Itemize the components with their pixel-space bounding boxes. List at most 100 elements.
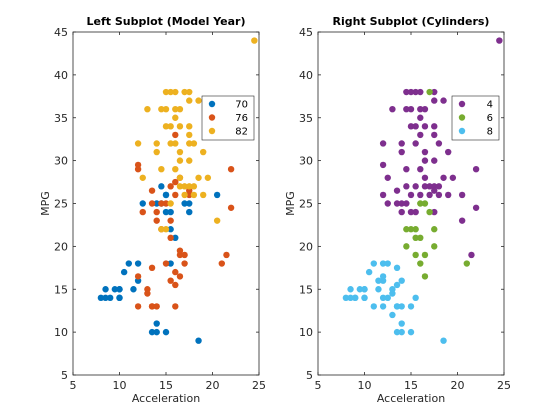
right-point-series-4 — [389, 105, 396, 113]
left-point-series-76 — [172, 281, 179, 289]
left-axes-frame — [72, 31, 260, 376]
left-point-series-76 — [181, 260, 188, 267]
right-point-series-6 — [417, 200, 424, 207]
left-point-series-82 — [176, 123, 184, 130]
right-point-series-6 — [403, 226, 410, 233]
left-x-ticks: 5 10 15 20 25 — [70, 32, 266, 392]
left-point-series-70 — [139, 200, 146, 207]
right-point-series-4 — [435, 191, 443, 199]
right-point-series-4 — [421, 183, 429, 190]
left-point-series-70 — [97, 294, 105, 302]
left-point-series-70 — [167, 208, 174, 216]
left-legend: 70 76 82 — [201, 95, 255, 141]
right-point-series-4 — [412, 208, 419, 216]
right-point-series-4 — [398, 200, 405, 207]
right-legend-label-8: 8 — [487, 127, 493, 138]
right-x-tick-label: 10 — [358, 379, 372, 392]
right-point-series-4 — [379, 161, 387, 169]
right-point-series-6 — [421, 251, 429, 259]
left-point-series-82 — [172, 166, 179, 173]
left-point-series-70 — [120, 268, 128, 276]
left-point-series-82 — [195, 174, 202, 181]
right-point-series-4 — [407, 191, 415, 199]
right-point-series-4 — [417, 88, 424, 96]
right-point-series-4 — [472, 204, 480, 211]
left-y-tick-label: 45 — [54, 26, 68, 39]
right-points — [342, 37, 503, 344]
left-point-series-82 — [172, 140, 179, 147]
left-point-series-82 — [213, 217, 221, 224]
right-point-series-8 — [370, 260, 377, 267]
right-point-series-4 — [417, 114, 424, 121]
left-point-series-76 — [172, 303, 179, 310]
left-x-tick-label: 15 — [159, 379, 173, 392]
right-point-series-4 — [412, 183, 419, 190]
right-point-series-4 — [393, 187, 401, 194]
left-point-series-82 — [181, 183, 188, 190]
right-point-series-4 — [458, 217, 466, 224]
right-x-tick-label: 25 — [497, 379, 511, 392]
right-y-tick-label: 20 — [299, 240, 313, 253]
right-point-series-4 — [468, 251, 475, 259]
left-point-series-76 — [227, 166, 235, 173]
right-y-tick-label: 30 — [299, 155, 313, 168]
left-point-series-76 — [153, 303, 160, 310]
right-point-series-8 — [393, 281, 401, 289]
left-points — [97, 37, 258, 344]
right-point-series-4 — [407, 105, 415, 113]
right-point-series-8 — [379, 273, 387, 280]
right-point-series-6 — [407, 226, 415, 233]
left-point-series-76 — [227, 204, 235, 211]
left-point-series-70 — [162, 328, 170, 336]
right-point-series-6 — [412, 226, 419, 233]
right-x-tick-label: 20 — [451, 379, 465, 392]
left-point-series-76 — [181, 251, 188, 259]
left-y-tick-label: 5 — [61, 369, 68, 382]
left-point-series-82 — [204, 174, 212, 181]
left-x-tick-label: 10 — [113, 379, 127, 392]
left-point-series-82 — [162, 123, 170, 130]
left-point-series-82 — [176, 183, 184, 190]
right-point-series-8 — [356, 286, 364, 293]
right-subplot-title: Right Subplot (Cylinders) — [333, 15, 490, 28]
left-point-series-82 — [158, 226, 165, 233]
right-point-series-4 — [403, 88, 410, 96]
right-point-series-4 — [431, 97, 438, 104]
right-point-series-6 — [421, 200, 429, 207]
left-point-series-70 — [158, 183, 165, 190]
left-point-series-82 — [167, 200, 174, 207]
left-point-series-70 — [172, 234, 179, 241]
left-point-series-76 — [167, 217, 174, 224]
right-point-series-4 — [407, 208, 415, 216]
right-y-tick-label: 45 — [299, 26, 313, 39]
right-point-series-4 — [412, 88, 419, 96]
left-y-tick-label: 20 — [54, 240, 68, 253]
right-point-series-4 — [407, 123, 415, 130]
left-point-series-82 — [167, 88, 174, 96]
right-point-series-4 — [417, 166, 424, 173]
left-x-axis-label: Acceleration — [132, 392, 200, 405]
left-point-series-82 — [176, 174, 184, 181]
right-point-series-6 — [431, 243, 438, 250]
right-point-series-8 — [407, 328, 415, 336]
left-point-series-76 — [162, 260, 170, 267]
right-point-series-8 — [352, 294, 359, 302]
left-point-series-70 — [153, 200, 160, 207]
right-y-tick-label: 40 — [299, 69, 313, 82]
right-point-series-6 — [426, 208, 433, 216]
right-point-series-4 — [398, 208, 405, 216]
left-point-series-70 — [153, 328, 160, 336]
right-point-series-4 — [435, 140, 443, 147]
right-point-series-4 — [403, 200, 410, 207]
right-point-series-8 — [384, 294, 391, 302]
right-x-ticks: 5 10 15 20 25 — [315, 32, 511, 392]
left-point-series-76 — [153, 217, 160, 224]
left-point-series-76 — [167, 183, 174, 190]
right-point-series-8 — [393, 328, 401, 336]
right-point-series-4 — [398, 140, 405, 147]
right-point-series-8 — [389, 311, 396, 319]
left-point-series-76 — [158, 200, 165, 207]
left-point-series-70 — [116, 294, 123, 302]
left-point-series-70 — [153, 320, 160, 327]
right-y-tick-label: 25 — [299, 198, 313, 211]
